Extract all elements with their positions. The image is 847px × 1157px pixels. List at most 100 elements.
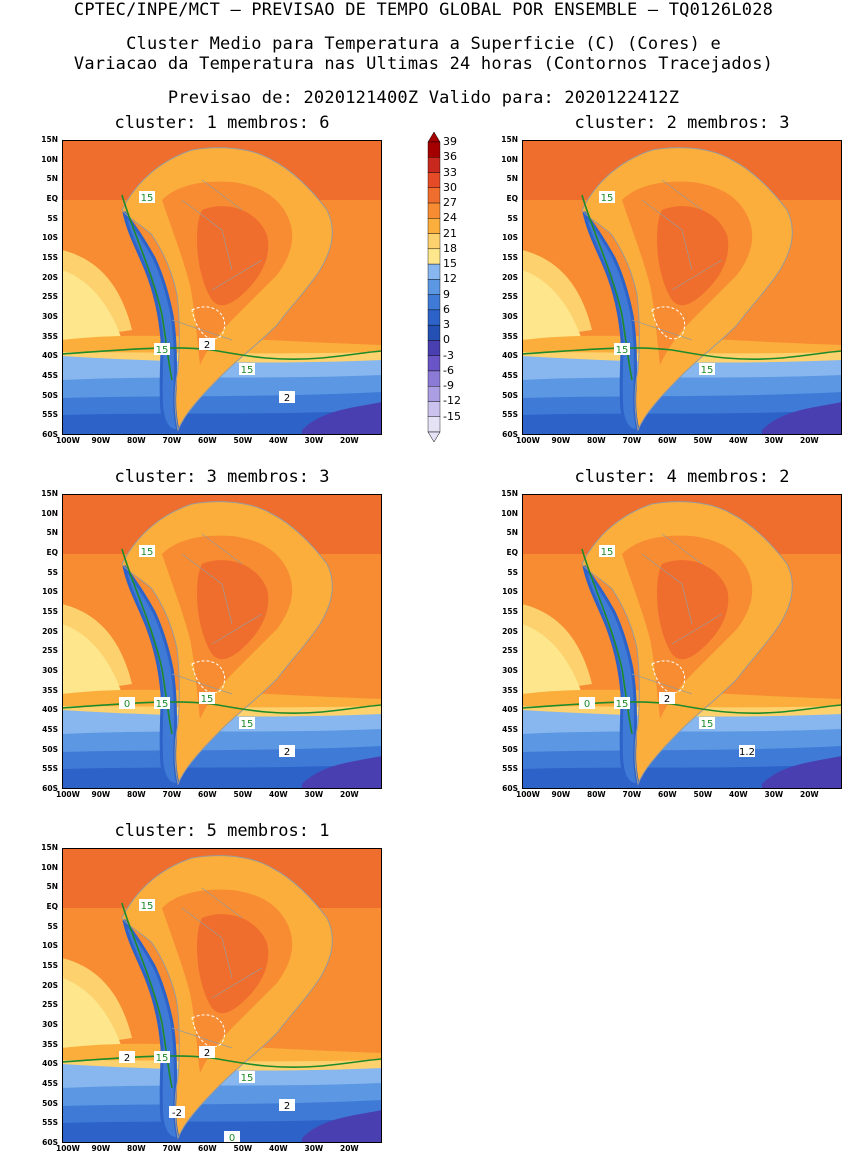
lat-tick-label: 20S	[42, 980, 58, 990]
lat-tick-label: 5S	[47, 213, 58, 223]
lat-tick-label: 5N	[506, 174, 519, 184]
svg-text:15: 15	[616, 699, 629, 710]
map-panel-5: 15 15 15 2 2 2 -2 0	[62, 848, 382, 1143]
lat-tick-label: 35S	[502, 685, 518, 695]
contour-label: 15	[154, 697, 170, 710]
lon-tick-label: 90W	[551, 790, 571, 799]
lon-tick-label: 100W	[56, 790, 80, 799]
lat-tick-label: 10N	[41, 862, 58, 872]
lat-tick-label: EQ	[46, 902, 59, 911]
contour-label: 15	[699, 717, 715, 730]
contour-label: 2	[279, 745, 295, 758]
colorbar-swatch	[427, 157, 441, 173]
colorbar-label: 15	[443, 257, 457, 271]
lat-tick-label: 15N	[501, 135, 518, 144]
lat-tick-label: 55S	[502, 410, 518, 420]
lon-tick-label: 30W	[304, 436, 324, 445]
lon-tick-label: 20W	[340, 790, 359, 799]
colorbar-label: 0	[443, 333, 450, 347]
contour-label: 15	[139, 545, 155, 558]
svg-text:0: 0	[584, 699, 590, 710]
svg-text:2: 2	[664, 694, 670, 705]
lat-tick-label: 15S	[502, 607, 518, 616]
lon-tick-label: 70W	[622, 790, 642, 799]
lon-tick-label: 60W	[198, 1144, 217, 1153]
svg-text:15: 15	[601, 547, 614, 558]
svg-text:15: 15	[141, 193, 154, 204]
colorbar-label: 18	[443, 241, 457, 255]
lat-tick-label: EQ	[46, 548, 59, 557]
lat-tick-label: 35S	[42, 1039, 58, 1049]
lat-tick-label: 55S	[42, 410, 58, 420]
contour-label: 0	[119, 697, 135, 710]
contour-label: 0	[224, 1131, 240, 1143]
lat-tick-label: 5S	[47, 921, 58, 931]
lat-tick-label: 10N	[41, 154, 58, 164]
lat-tick-label: 10S	[502, 233, 518, 243]
colorbar-label: 30	[443, 180, 457, 194]
lon-tick-label: 30W	[764, 436, 784, 445]
contour-label: 15	[599, 545, 615, 558]
header-line-3: Variacao da Temperatura nas Ultimas 24 h…	[73, 54, 774, 74]
panel-title-2: cluster: 2 membros: 3	[574, 113, 790, 133]
lat-tick-label: EQ	[506, 548, 519, 557]
colorbar-label: 9	[443, 287, 450, 301]
svg-text:15: 15	[701, 719, 714, 730]
lat-tick-label: 30S	[502, 666, 518, 675]
lon-tick-label: 30W	[764, 790, 784, 799]
lon-tick-label: 70W	[162, 436, 182, 445]
svg-text:15: 15	[201, 694, 214, 705]
lon-tick-label: 90W	[91, 436, 111, 445]
lat-tick-label: 20S	[502, 626, 518, 636]
lat-tick-label: 60S	[42, 1138, 58, 1147]
lon-tick-label: 50W	[693, 790, 713, 799]
svg-text:2: 2	[284, 747, 290, 758]
lat-tick-label: 25S	[502, 646, 518, 656]
colorbar-label: -12	[443, 394, 461, 408]
svg-text:15: 15	[616, 345, 629, 356]
colorbar-label: -15	[443, 409, 461, 423]
lat-tick-label: 15S	[502, 253, 518, 262]
lat-tick-label: 10N	[501, 154, 518, 164]
svg-text:2: 2	[204, 1048, 210, 1059]
lat-tick-label: 10N	[41, 508, 58, 518]
lat-tick-label: EQ	[46, 194, 59, 203]
lat-tick-label: 5S	[47, 567, 58, 577]
lat-tick-label: 35S	[42, 331, 58, 341]
contour-label: 2	[279, 1099, 295, 1112]
colorbar-swatch	[427, 294, 441, 311]
lat-tick-label: 45S	[42, 725, 58, 734]
lon-tick-label: 50W	[233, 1144, 253, 1153]
colorbar-swatch	[427, 172, 441, 188]
lat-tick-label: 15S	[42, 253, 58, 262]
colorbar-swatch	[427, 340, 441, 356]
colorbar-swatch	[427, 416, 441, 433]
lat-tick-label: 30S	[502, 312, 518, 321]
colorbar-label: 21	[443, 226, 457, 240]
lat-tick-label: 60S	[42, 430, 58, 439]
contour-label: 15	[139, 899, 155, 912]
lat-tick-label: 45S	[502, 371, 518, 380]
lat-tick-label: 10S	[42, 941, 58, 951]
lat-tick-label: 25S	[42, 292, 58, 302]
lat-tick-label: 35S	[42, 685, 58, 695]
lat-tick-label: 10S	[502, 587, 518, 597]
lon-tick-label: 70W	[622, 436, 642, 445]
lat-tick-label: 40S	[42, 351, 58, 361]
lat-tick-label: 10N	[501, 508, 518, 518]
lon-tick-label: 40W	[729, 790, 748, 799]
colorbar-swatch	[427, 309, 441, 326]
contour-label: 15	[614, 697, 630, 710]
lat-tick-label: 20S	[502, 272, 518, 282]
colorbar-label: 24	[443, 211, 457, 225]
svg-text:15: 15	[241, 719, 254, 730]
lat-tick-label: 10S	[42, 587, 58, 597]
lat-tick-label: 40S	[42, 1059, 58, 1069]
contour-label: 15	[599, 191, 615, 204]
svg-text:15: 15	[241, 365, 254, 376]
svg-text:0: 0	[124, 699, 130, 710]
contour-label: 15	[154, 1051, 170, 1064]
lon-tick-label: 100W	[56, 1144, 80, 1153]
lat-tick-label: 25S	[42, 646, 58, 656]
lon-tick-label: 50W	[233, 790, 253, 799]
